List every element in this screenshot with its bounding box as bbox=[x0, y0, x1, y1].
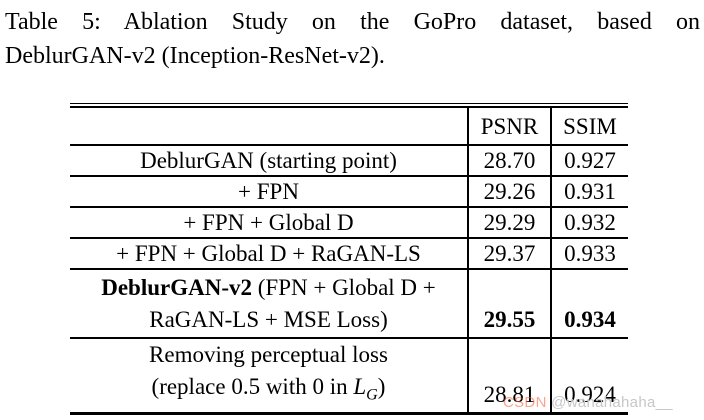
row-label: + FPN + Global D bbox=[70, 207, 468, 239]
ssim-value: 0.933 bbox=[550, 238, 628, 270]
header-ssim: SSIM bbox=[550, 107, 628, 146]
row-label: + FPN bbox=[70, 176, 468, 208]
ssim-value: 0.927 bbox=[550, 145, 628, 177]
math-subscript-G: G bbox=[366, 386, 378, 404]
psnr-value: 29.37 bbox=[467, 238, 551, 270]
row-label-line2-post: ) bbox=[377, 374, 386, 399]
psnr-value: 28.70 bbox=[467, 145, 551, 177]
table-row-removing-perceptual-loss: Removing perceptual loss (replace 0.5 wi… bbox=[70, 338, 628, 414]
watermark: CSDN @wanahahaha__ bbox=[503, 394, 673, 411]
csdn-watermark-handle: @wanahahaha__ bbox=[551, 394, 673, 411]
row-label: DeblurGAN (starting point) bbox=[70, 145, 468, 177]
table-row: DeblurGAN (starting point) 28.70 0.927 bbox=[70, 145, 628, 177]
row-label-line2-pre: (replace 0.5 with 0 in bbox=[151, 374, 354, 399]
table-caption: Table 5: Ablation Study on the GoPro dat… bbox=[5, 5, 700, 73]
row-label-line1: Removing perceptual loss bbox=[149, 342, 388, 367]
psnr-value: 28.81 bbox=[467, 338, 551, 414]
results-table: PSNR SSIM DeblurGAN (starting point) 28.… bbox=[70, 106, 628, 415]
row-label-rest: (FPN + Global D + bbox=[252, 274, 436, 300]
psnr-value: 29.29 bbox=[467, 207, 551, 239]
ssim-value: 0.934 bbox=[550, 269, 628, 339]
ssim-value: 0.932 bbox=[550, 207, 628, 239]
ssim-value: 0.924 bbox=[550, 338, 628, 414]
row-label-line2: (replace 0.5 with 0 in LG) bbox=[70, 371, 467, 412]
row-label: DeblurGAN-v2 (FPN + Global D + RaGAN-LS … bbox=[70, 269, 468, 339]
row-label-line2: RaGAN-LS + MSE Loss) bbox=[149, 306, 388, 332]
table-header-row: PSNR SSIM bbox=[70, 107, 628, 146]
table-top-rule bbox=[70, 103, 628, 106]
row-label-bold: DeblurGAN-v2 bbox=[101, 274, 252, 300]
table-row: + FPN + Global D + RaGAN-LS 29.37 0.933 bbox=[70, 238, 628, 270]
psnr-value: 29.26 bbox=[467, 176, 551, 208]
table-row-deblurganv2: DeblurGAN-v2 (FPN + Global D + RaGAN-LS … bbox=[70, 269, 628, 339]
math-variable-L: L bbox=[353, 374, 367, 399]
caption-line-1: Table 5: Ablation Study on the GoPro dat… bbox=[5, 9, 700, 35]
table-row: + FPN + Global D 29.29 0.932 bbox=[70, 207, 628, 239]
header-empty-cell bbox=[70, 107, 468, 146]
header-psnr: PSNR bbox=[467, 107, 551, 146]
row-label: + FPN + Global D + RaGAN-LS bbox=[70, 238, 468, 270]
row-label-line1: DeblurGAN-v2 (FPN + Global D + bbox=[70, 272, 467, 304]
ablation-table: PSNR SSIM DeblurGAN (starting point) 28.… bbox=[70, 103, 628, 415]
table-row: + FPN 29.26 0.931 bbox=[70, 176, 628, 208]
row-label: Removing perceptual loss (replace 0.5 wi… bbox=[70, 338, 468, 413]
psnr-value: 29.55 bbox=[467, 269, 551, 339]
caption-line-2: DeblurGAN-v2 (Inception-ResNet-v2). bbox=[5, 43, 385, 69]
ssim-value: 0.931 bbox=[550, 176, 628, 208]
csdn-watermark-brand: CSDN bbox=[503, 394, 547, 411]
